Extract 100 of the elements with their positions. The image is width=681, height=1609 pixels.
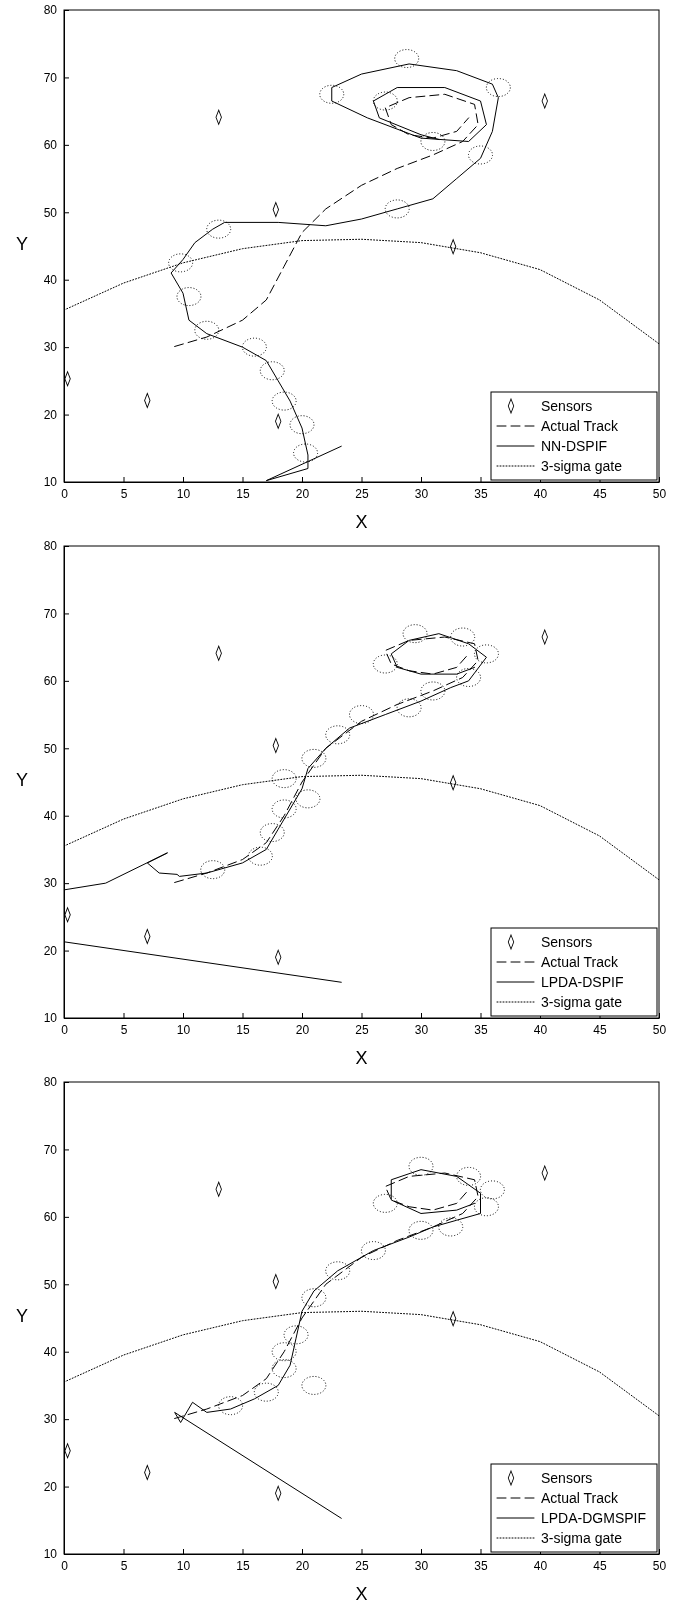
- point: [408, 1156, 434, 1176]
- x-tick-label: 10: [176, 1022, 191, 1037]
- y-tick-label: 50: [43, 1277, 58, 1292]
- x-tick-label: 40: [533, 1558, 548, 1573]
- y-tick-label: 10: [43, 475, 58, 490]
- point: [396, 698, 422, 718]
- y-tick-label: 80: [43, 539, 58, 554]
- x-tick-label: 50: [652, 486, 667, 501]
- x-tick-label: 0: [61, 486, 69, 501]
- y-tick-label: 10: [43, 1547, 58, 1562]
- point: [372, 91, 398, 111]
- point: [259, 361, 285, 381]
- x-tick-label: 50: [652, 1022, 667, 1037]
- point: [271, 1359, 297, 1379]
- x-tick-label: 5: [120, 1558, 128, 1573]
- legend-label: 3-sigma gate: [541, 458, 623, 474]
- y-tick-label: 60: [43, 674, 58, 689]
- x-tick-label: 40: [533, 486, 548, 501]
- x-tick-label: 30: [414, 1022, 429, 1037]
- legend-label: Actual Track: [541, 1490, 620, 1506]
- y-tick-label: 60: [43, 1210, 58, 1225]
- x-tick-label: 25: [355, 1558, 369, 1573]
- x-tick-label: 0: [61, 1558, 69, 1573]
- point: [271, 799, 297, 819]
- point: [456, 667, 482, 687]
- point: [206, 219, 232, 239]
- legend-label: Sensors: [541, 1470, 593, 1486]
- x-tick-label: 15: [236, 1022, 250, 1037]
- legend-label: Sensors: [541, 398, 593, 414]
- x-axis-title: X: [355, 512, 368, 532]
- legend-label: LPDA-DGMSPIF: [541, 1510, 647, 1526]
- x-tick-label: 15: [236, 1558, 250, 1573]
- point: [271, 769, 297, 789]
- point: [408, 1220, 434, 1240]
- y-axis-title: Y: [15, 770, 29, 790]
- point: [295, 789, 321, 809]
- x-tick-label: 35: [474, 1558, 488, 1573]
- legend-label: Actual Track: [541, 418, 620, 434]
- y-tick-label: 40: [43, 273, 58, 288]
- point: [194, 320, 220, 340]
- point: [253, 1382, 279, 1402]
- point: [402, 624, 428, 644]
- legend-label: Actual Track: [541, 954, 620, 970]
- y-tick-label: 30: [43, 340, 58, 355]
- x-tick-label: 30: [414, 1558, 429, 1573]
- point: [450, 627, 476, 647]
- point: [485, 78, 511, 98]
- point: [438, 1217, 464, 1237]
- point: [218, 1396, 244, 1416]
- y-tick-label: 20: [43, 407, 58, 422]
- y-tick-label: 80: [43, 3, 58, 18]
- x-tick-label: 35: [474, 486, 488, 501]
- point: [384, 199, 410, 219]
- legend-label: LPDA-DSPIF: [541, 974, 624, 990]
- y-tick-label: 20: [43, 943, 58, 958]
- x-tick-label: 25: [355, 1022, 369, 1037]
- x-tick-label: 10: [176, 486, 191, 501]
- point: [200, 860, 226, 880]
- x-tick-label: 45: [593, 1022, 607, 1037]
- y-tick-label: 40: [43, 1345, 58, 1360]
- x-tick-label: 30: [414, 486, 429, 501]
- x-tick-label: 5: [120, 486, 128, 501]
- point: [372, 1193, 398, 1213]
- y-tick-label: 60: [43, 138, 58, 153]
- x-tick-label: 10: [176, 1558, 191, 1573]
- x-tick-label: 20: [295, 1022, 310, 1037]
- point: [468, 145, 493, 165]
- y-tick-label: 80: [43, 1075, 58, 1090]
- point: [372, 654, 398, 674]
- point: [325, 725, 351, 745]
- point: [289, 415, 315, 435]
- point: [176, 287, 202, 307]
- y-tick-label: 50: [43, 205, 58, 220]
- point: [325, 1261, 351, 1281]
- y-tick-label: 30: [43, 1412, 58, 1427]
- point: [301, 1288, 327, 1308]
- point: [360, 1241, 386, 1261]
- point: [293, 443, 319, 463]
- point: [420, 131, 446, 151]
- x-tick-label: 20: [295, 486, 310, 501]
- x-tick-label: 5: [120, 1022, 128, 1037]
- legend-label: Sensors: [541, 934, 593, 950]
- y-tick-label: 70: [43, 1142, 58, 1157]
- x-tick-label: 0: [61, 1022, 69, 1037]
- point: [394, 49, 420, 69]
- point: [301, 748, 327, 768]
- y-tick-label: 30: [43, 876, 58, 891]
- x-axis-title: X: [355, 1048, 368, 1068]
- legend-label: 3-sigma gate: [541, 994, 623, 1010]
- x-tick-label: 15: [236, 486, 250, 501]
- x-tick-label: 20: [295, 1558, 310, 1573]
- point: [283, 1325, 309, 1345]
- y-axis-title: Y: [15, 234, 29, 254]
- point: [349, 705, 374, 725]
- point: [301, 1375, 327, 1395]
- point: [473, 644, 499, 664]
- point: [479, 1180, 505, 1200]
- point: [247, 846, 273, 866]
- x-tick-label: 35: [474, 1022, 488, 1037]
- legend-label: 3-sigma gate: [541, 1530, 623, 1546]
